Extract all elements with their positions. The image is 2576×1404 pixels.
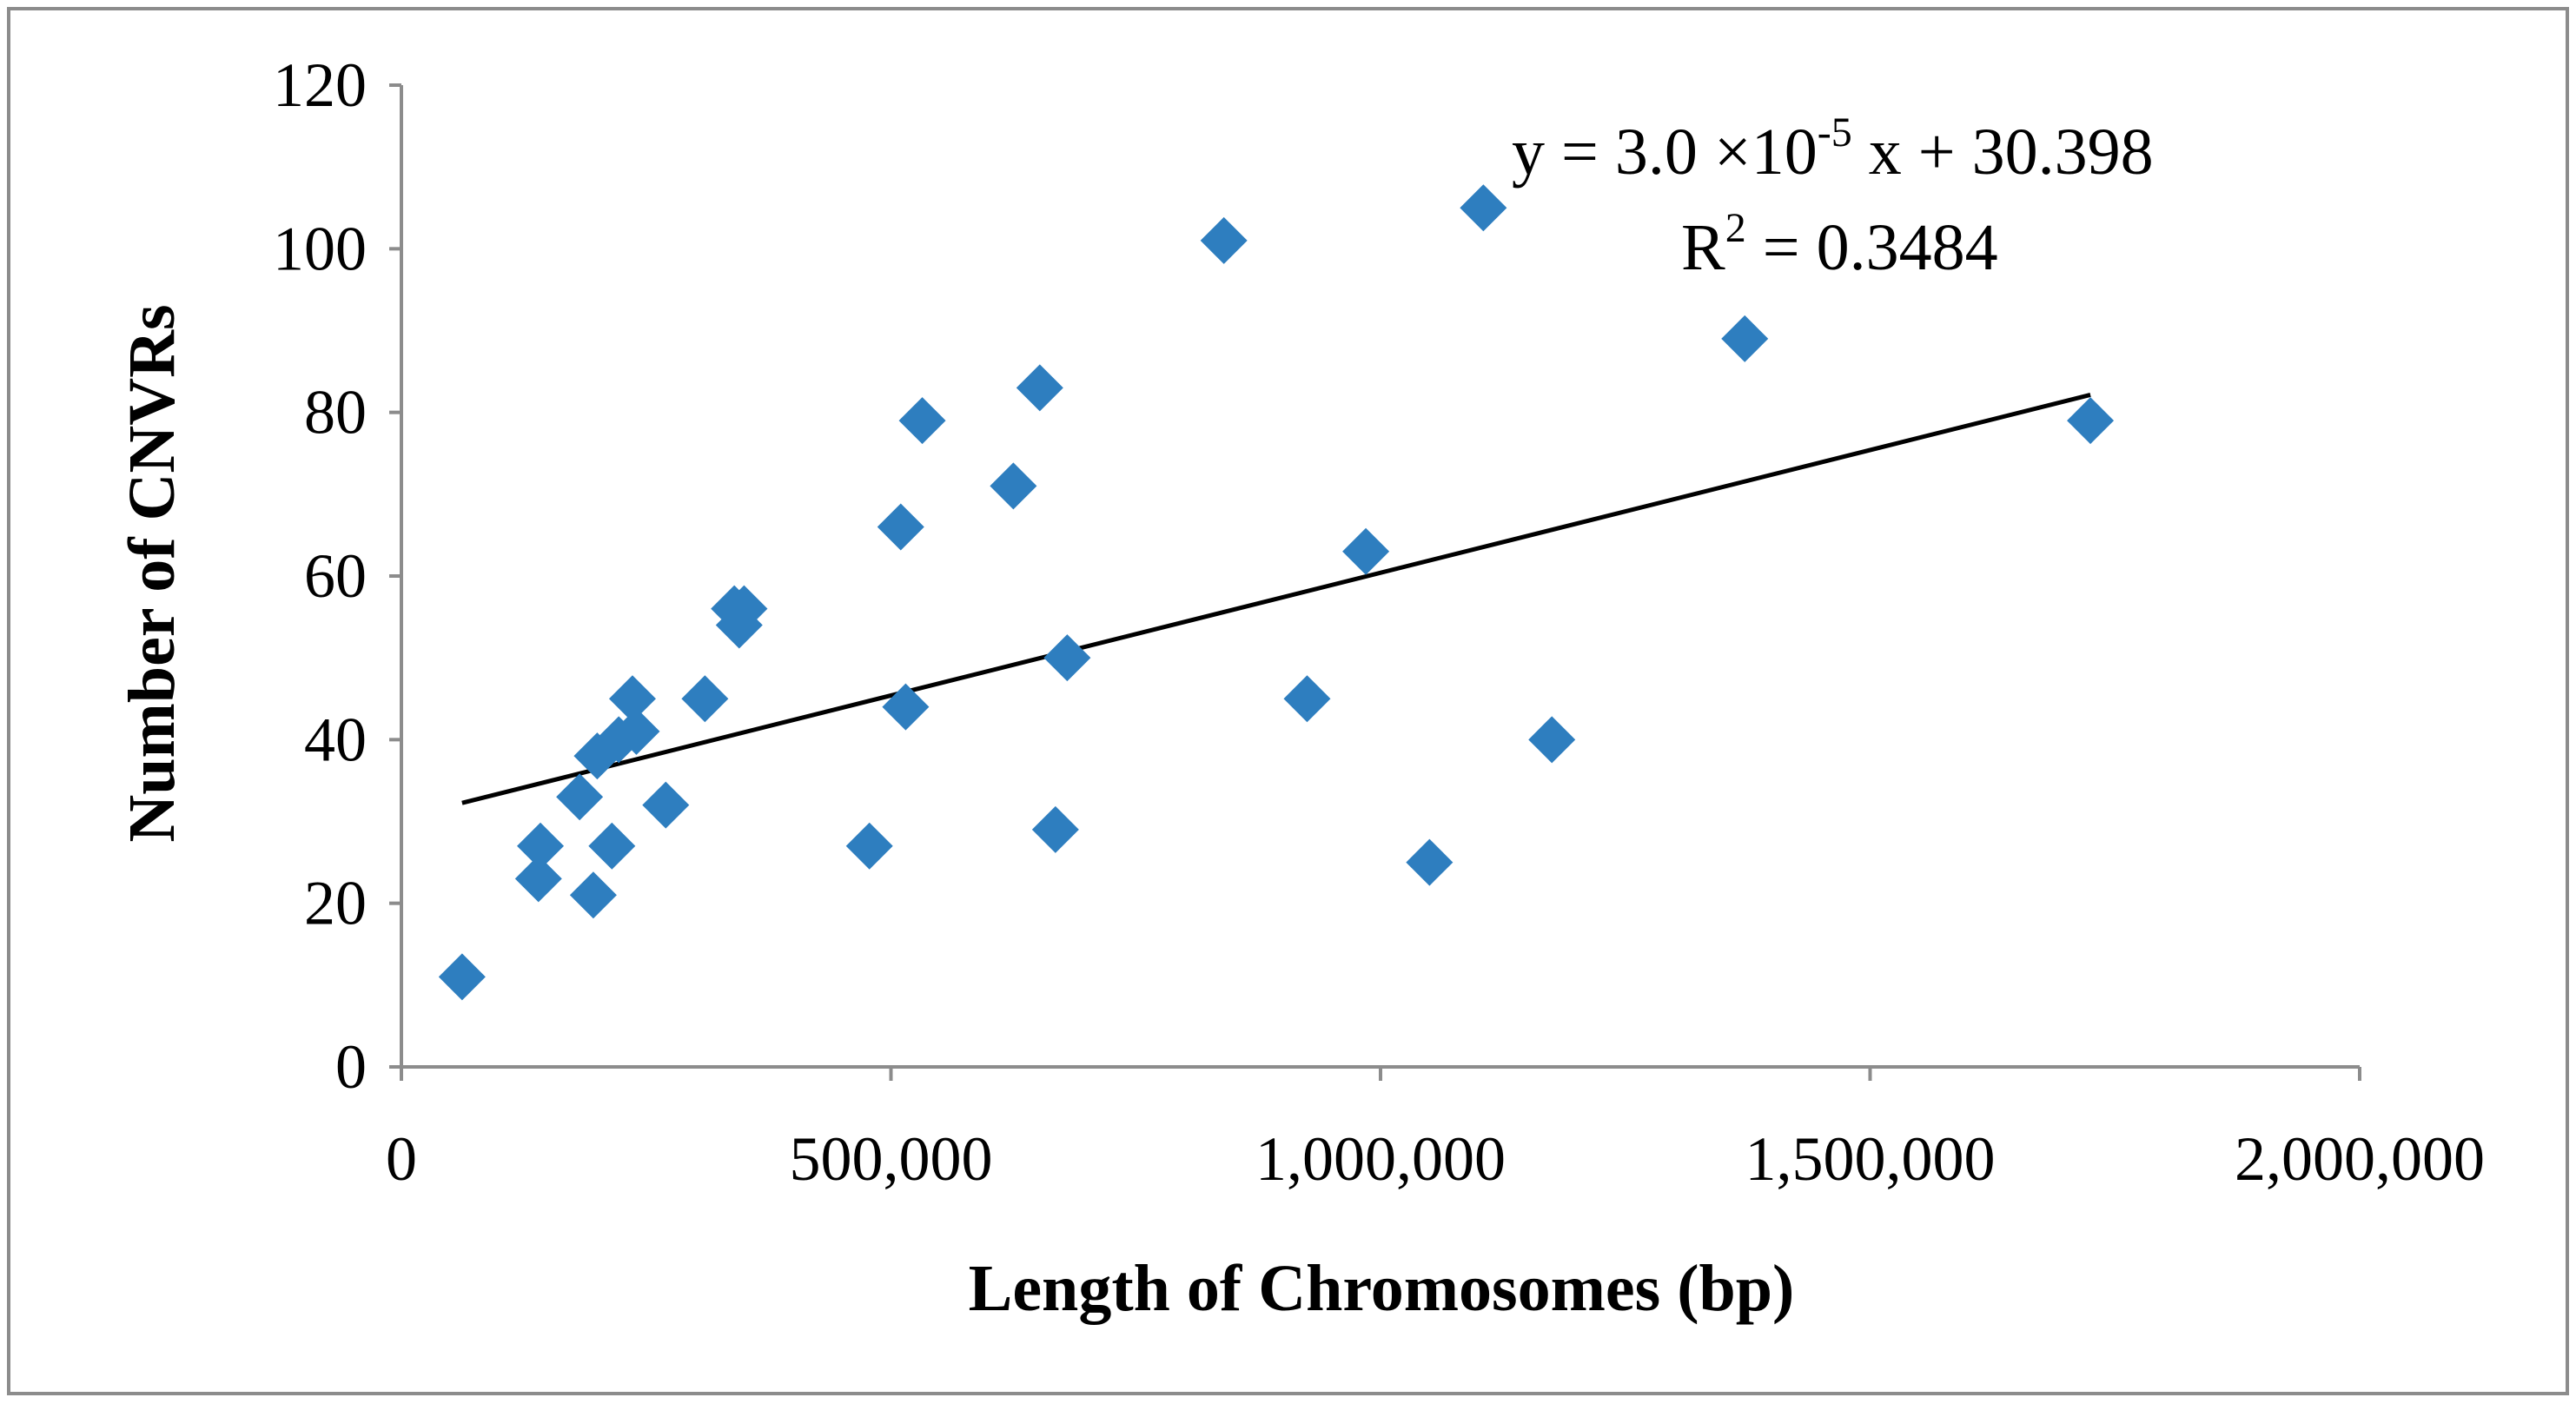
trendline <box>461 393 2091 805</box>
x-tick-label: 2,000,000 <box>2235 1124 2485 1194</box>
r2-prefix: R <box>1681 211 1725 284</box>
r2-exponent: 2 <box>1725 205 1746 251</box>
data-point <box>1528 716 1576 764</box>
data-point <box>1721 315 1769 362</box>
data-point <box>1342 527 1390 575</box>
data-point <box>438 953 486 1001</box>
trendline-group <box>461 393 2091 805</box>
data-point <box>1016 364 1063 412</box>
y-tick-label: 60 <box>304 541 367 611</box>
data-point <box>556 773 604 821</box>
data-point <box>1200 216 1248 264</box>
equation-suffix: x + 30.398 <box>1852 116 2154 189</box>
data-point <box>514 855 562 903</box>
y-axis-title: Number of CNVRs <box>116 304 189 842</box>
x-tick-label: 500,000 <box>790 1124 993 1194</box>
y-tick-label: 80 <box>304 378 367 447</box>
data-point <box>1043 634 1091 682</box>
y-tick-label: 20 <box>304 869 367 938</box>
y-tick-label: 100 <box>273 214 367 283</box>
y-axis-ticks: 0 20 40 60 80 100 120 <box>273 50 401 1102</box>
data-point <box>1460 184 1507 232</box>
data-point <box>882 683 930 731</box>
data-point <box>588 822 636 870</box>
x-tick-label: 1,500,000 <box>1745 1124 1996 1194</box>
equation-exponent: -5 <box>1818 109 1852 156</box>
data-point <box>1031 805 1079 853</box>
y-tick-label: 0 <box>335 1032 367 1102</box>
data-point <box>877 503 924 551</box>
r-squared-label: R2 = 0.3484 <box>1681 205 1998 284</box>
trendline-equation: y = 3.0 ×10-5 x + 30.398 <box>1512 109 2154 189</box>
data-point <box>613 707 660 755</box>
data-point <box>569 871 617 919</box>
data-point <box>845 822 893 870</box>
data-point <box>720 585 768 632</box>
data-point <box>517 822 565 870</box>
x-tick-label: 0 <box>386 1124 417 1194</box>
x-axis-ticks: 0 500,000 1,000,000 1,500,000 2,000,000 <box>386 1067 2485 1194</box>
data-points <box>438 184 2115 1001</box>
data-point <box>1283 675 1331 723</box>
data-point <box>681 675 729 723</box>
data-point <box>898 397 946 445</box>
equation-prefix: y = 3.0 ×10 <box>1512 116 1818 189</box>
x-axis-title: Length of Chromosomes (bp) <box>969 1252 1795 1325</box>
data-point <box>2067 397 2115 445</box>
data-point <box>642 781 690 829</box>
y-tick-label: 40 <box>304 705 367 774</box>
data-point <box>1406 838 1454 886</box>
y-tick-label: 120 <box>273 50 367 120</box>
data-point <box>608 675 656 723</box>
x-tick-label: 1,000,000 <box>1255 1124 1506 1194</box>
data-point <box>990 462 1037 510</box>
r2-suffix: = 0.3484 <box>1746 211 1998 284</box>
